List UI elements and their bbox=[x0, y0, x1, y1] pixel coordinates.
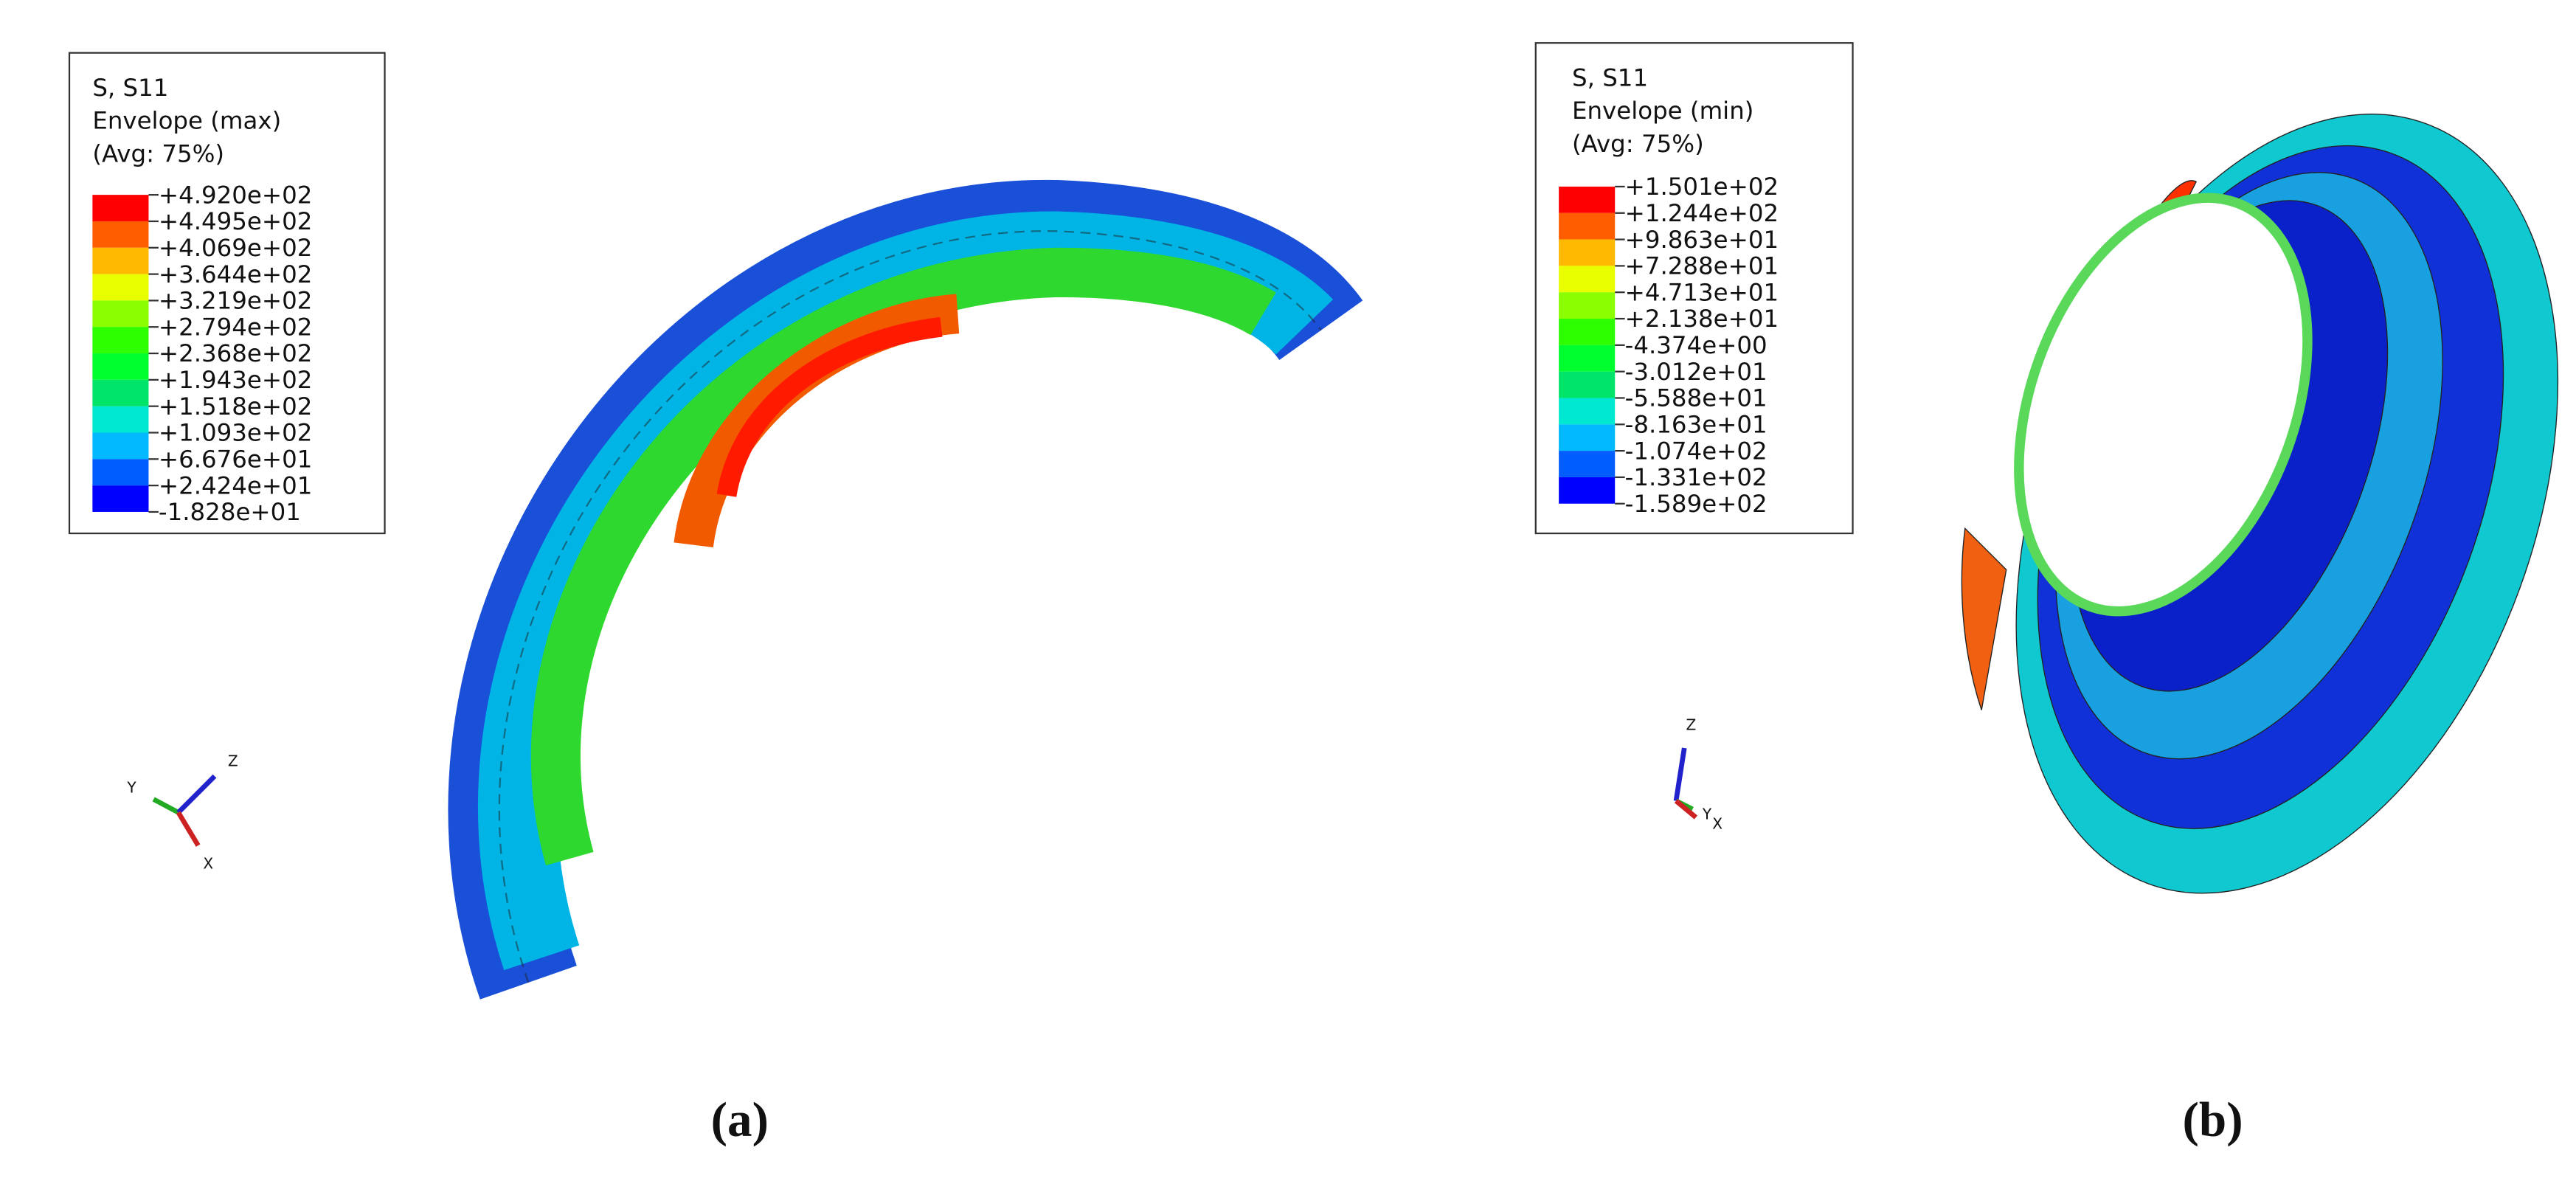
legend-label: -3.012e+01 bbox=[1625, 358, 1767, 386]
legend-label: -1.589e+02 bbox=[1625, 490, 1767, 518]
legend-swatch bbox=[1559, 451, 1616, 477]
legend-label: +3.644e+02 bbox=[159, 260, 312, 288]
legend-label: +4.069e+02 bbox=[159, 234, 312, 262]
legend-label: +2.368e+02 bbox=[159, 339, 312, 367]
legend-swatch bbox=[92, 274, 149, 301]
legend-swatch bbox=[92, 247, 149, 274]
legend-title: Envelope (max) bbox=[92, 107, 281, 135]
legend-swatch bbox=[1559, 212, 1616, 240]
axis-label: Y bbox=[1702, 805, 1712, 823]
legend-swatch bbox=[1559, 239, 1616, 266]
legend-label: +1.943e+02 bbox=[159, 366, 312, 394]
legend-label: +1.501e+02 bbox=[1625, 173, 1779, 201]
legend-label: -4.374e+00 bbox=[1625, 331, 1767, 359]
triad: Y Z X bbox=[126, 752, 238, 873]
legend-swatch bbox=[1559, 371, 1616, 398]
legend-label: +1.518e+02 bbox=[159, 392, 312, 420]
legend-swatch bbox=[92, 379, 149, 406]
legend-label: +2.424e+01 bbox=[159, 471, 312, 499]
legend-title: S, S11 bbox=[1572, 63, 1648, 91]
legend-label: -5.588e+01 bbox=[1625, 384, 1767, 412]
legend-swatch bbox=[1559, 292, 1616, 319]
axis-label: X bbox=[1712, 815, 1722, 833]
legend-swatch bbox=[92, 221, 149, 248]
legend-swatch bbox=[1559, 266, 1616, 293]
legend-title: Envelope (min) bbox=[1572, 97, 1753, 125]
model-b bbox=[1961, 114, 2559, 894]
legend-title: (Avg: 75%) bbox=[1572, 130, 1704, 158]
legend-swatch bbox=[92, 195, 149, 221]
legend-swatch bbox=[92, 327, 149, 354]
axis-arrow bbox=[152, 797, 180, 815]
legend-label: +6.676e+01 bbox=[159, 445, 312, 473]
axis-arrow bbox=[1673, 747, 1687, 802]
legend-swatch bbox=[92, 406, 149, 433]
legend-title: (Avg: 75%) bbox=[92, 139, 224, 167]
legend-label: -1.828e+01 bbox=[159, 498, 301, 526]
legend-swatch bbox=[1559, 319, 1616, 345]
legend-label: +1.244e+02 bbox=[1625, 199, 1779, 227]
legend-label: -8.163e+01 bbox=[1625, 410, 1767, 438]
legend-swatch bbox=[1559, 398, 1616, 425]
legend-label: +2.138e+01 bbox=[1625, 305, 1779, 333]
axis-arrow bbox=[1674, 799, 1698, 820]
legend-label: -1.074e+02 bbox=[1625, 437, 1767, 465]
legend-label: +3.219e+02 bbox=[159, 287, 312, 315]
legend-swatch bbox=[92, 353, 149, 380]
legend-title: S, S11 bbox=[92, 74, 168, 102]
triad: Z YX bbox=[1673, 716, 1722, 833]
legend-label: +7.288e+01 bbox=[1625, 252, 1779, 280]
legend-label: +4.713e+01 bbox=[1625, 278, 1779, 306]
legend-swatch bbox=[1559, 477, 1616, 504]
caption: (b) bbox=[2183, 1092, 2243, 1147]
axis-label: Z bbox=[228, 752, 238, 770]
axis-label: Z bbox=[1686, 716, 1696, 733]
legend-label: +2.794e+02 bbox=[159, 313, 312, 341]
model-a bbox=[448, 179, 1363, 1000]
axis-label: Y bbox=[126, 778, 136, 796]
legend-swatch bbox=[92, 432, 149, 460]
legend-swatch bbox=[92, 485, 149, 512]
legend-swatch bbox=[92, 459, 149, 486]
legend-swatch bbox=[1559, 424, 1616, 451]
axis-arrow bbox=[176, 774, 217, 814]
legend-label: +1.093e+02 bbox=[159, 419, 312, 447]
legend-label: +4.495e+02 bbox=[159, 207, 312, 235]
axis-arrow bbox=[176, 811, 201, 847]
caption: (a) bbox=[711, 1092, 769, 1147]
legend-label: +4.920e+02 bbox=[159, 181, 312, 209]
legend-swatch bbox=[92, 300, 149, 328]
legend-label: -1.331e+02 bbox=[1625, 463, 1767, 491]
legend-label: +9.863e+01 bbox=[1625, 226, 1779, 254]
legend-swatch bbox=[1559, 345, 1616, 372]
axis-label: X bbox=[203, 854, 213, 872]
legend-swatch bbox=[1559, 186, 1616, 213]
